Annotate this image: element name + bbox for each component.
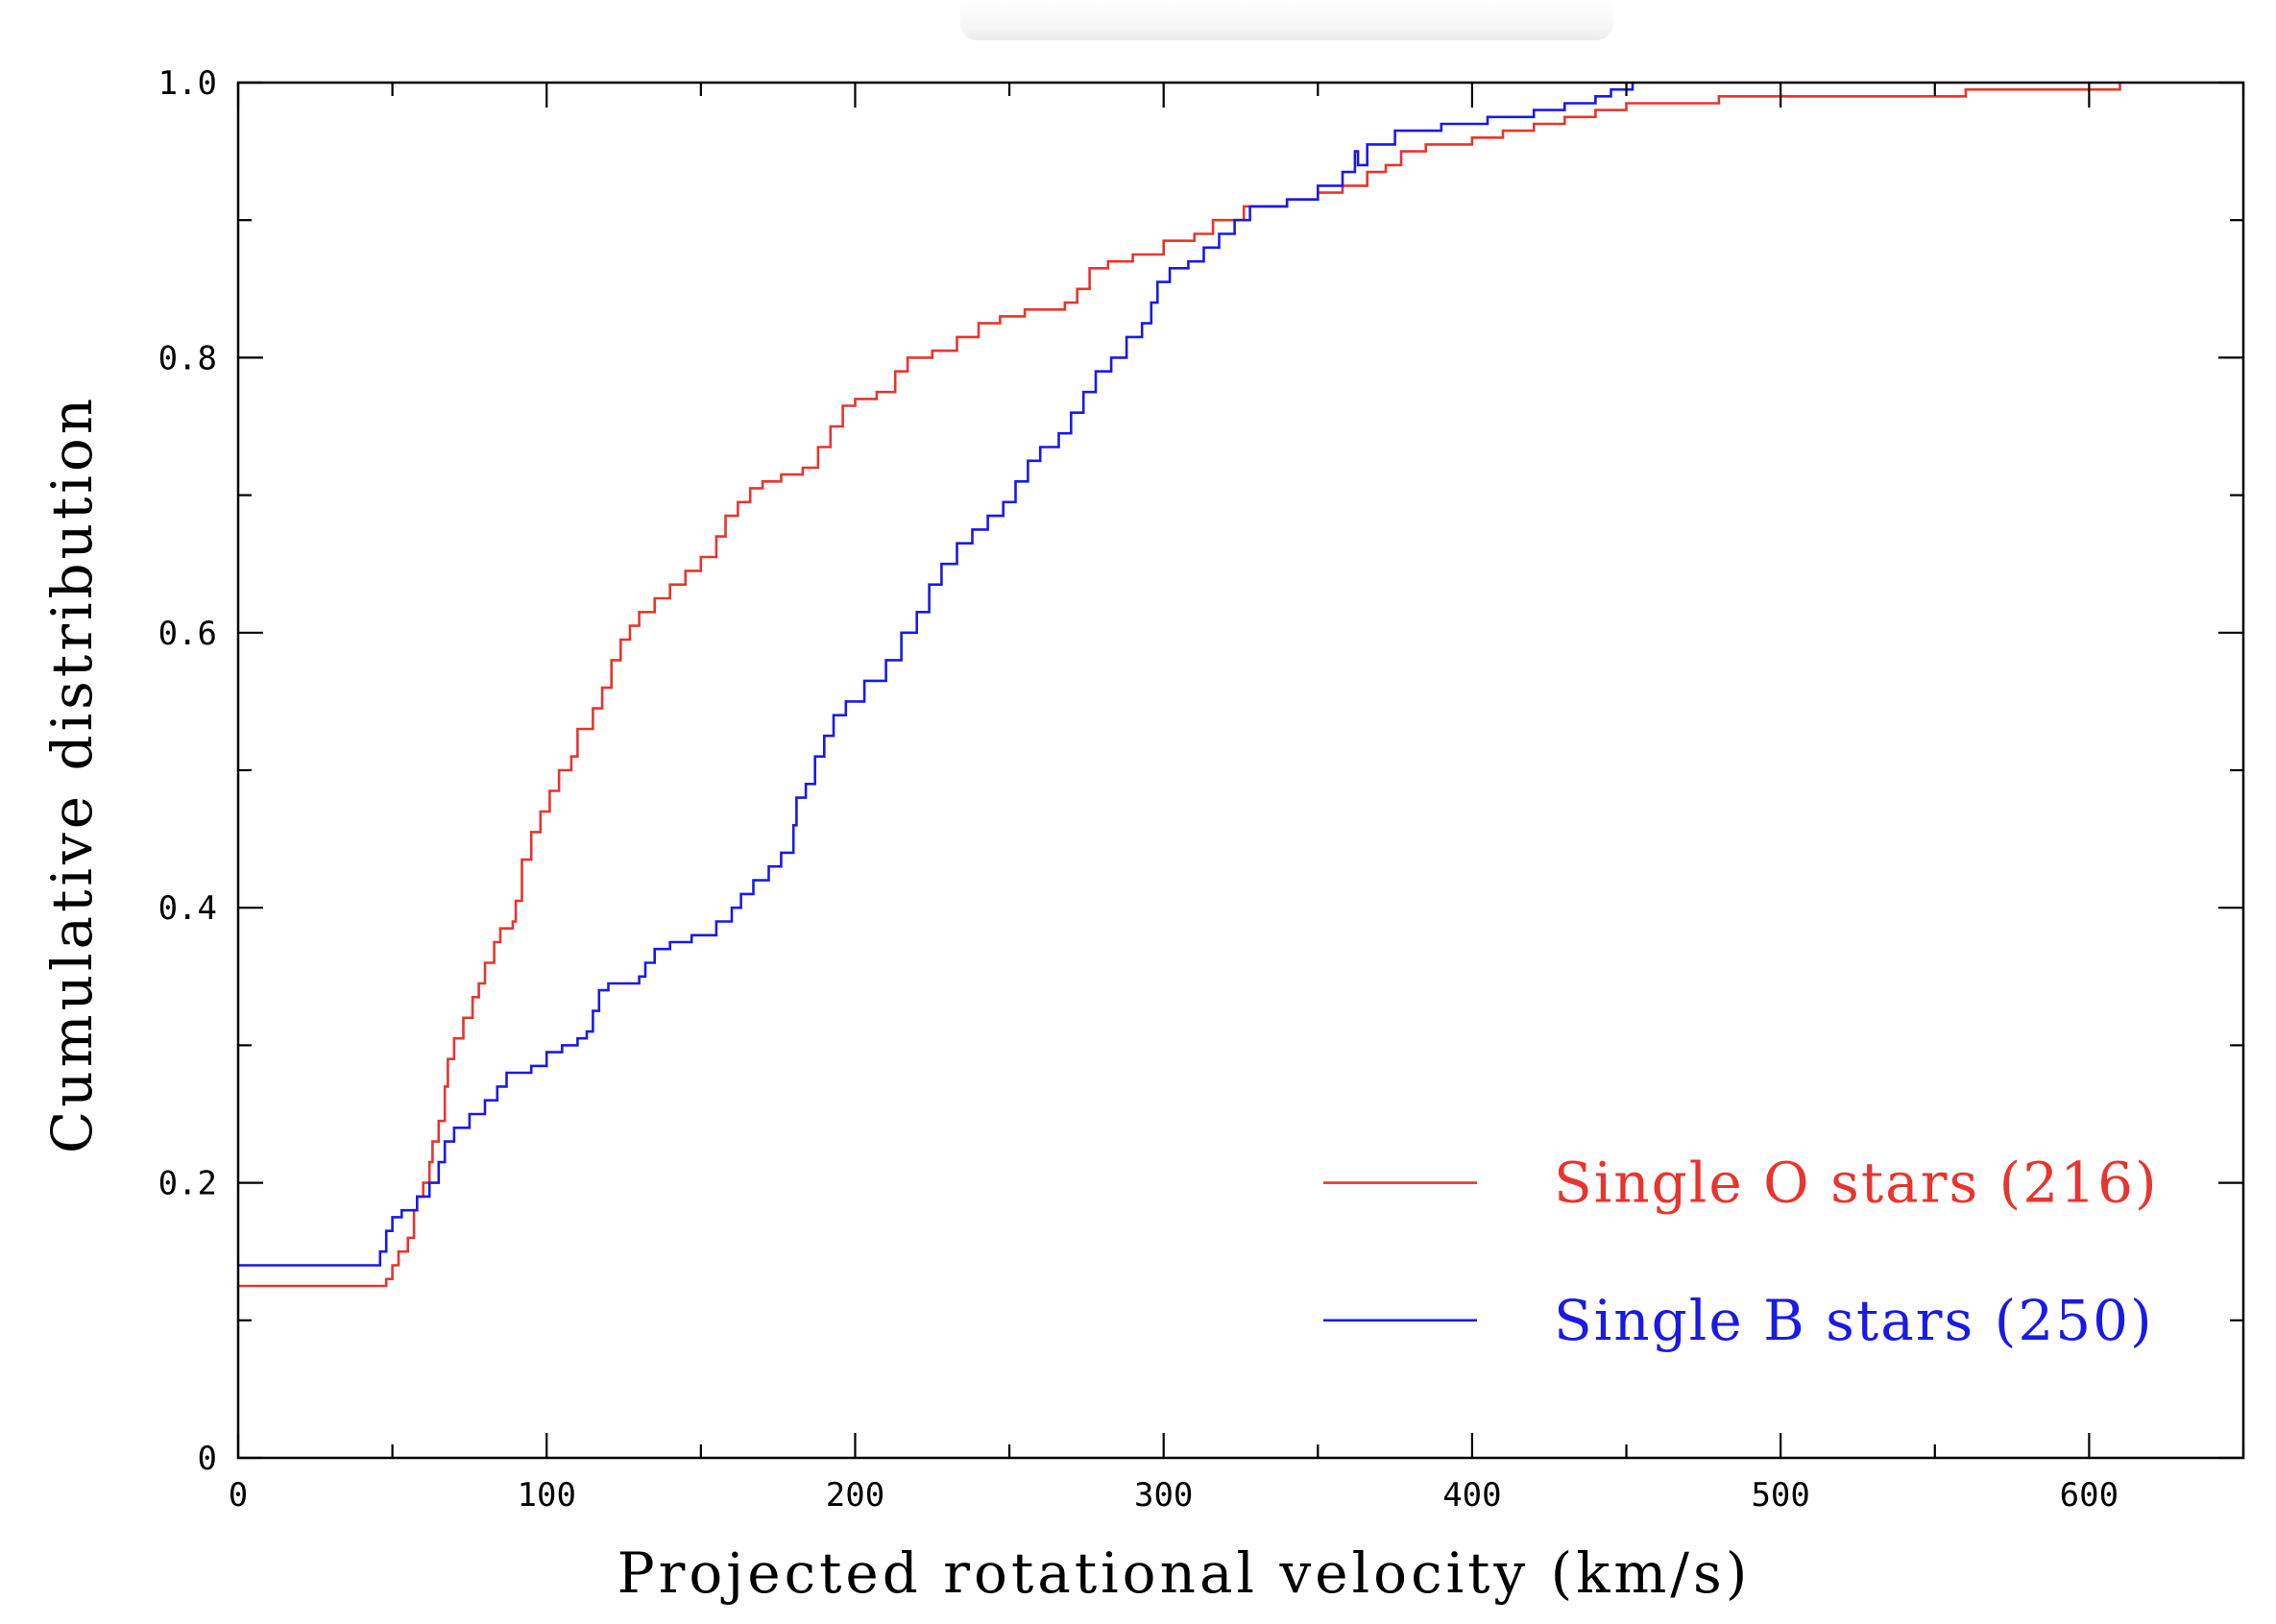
y-tick-label-1.0: 1.0 [158,64,217,103]
y-axis-title: Cumulative distribution [39,395,105,1153]
top-shading [960,0,1613,40]
x-tick-label-500: 500 [1751,1476,1809,1515]
x-tick-label-400: 400 [1442,1476,1501,1515]
y-tick-label-0.4: 0.4 [158,889,217,928]
series-line-single-b-stars [238,83,1634,1267]
axes-layer: 0 100 200 300 400 500 600 0 0.2 0.4 0.6 0.8 1.0 [158,64,2245,1515]
y-tick-label-0: 0 [198,1440,217,1478]
series-line-single-o-stars [238,83,2121,1288]
y-tick-label-0.2: 0.2 [158,1165,217,1203]
x-tick-label-200: 200 [826,1476,884,1515]
x-axis-title: Projected rotational velocity (km/s) [617,1540,1752,1606]
y-tick-label-0.8: 0.8 [158,339,217,377]
x-tick-label-600: 600 [2060,1476,2119,1515]
legend-label-single-o-stars: Single O stars (216) [1554,1151,2159,1216]
legend: Single O stars (216) Single B stars (250) [1323,1151,2159,1353]
x-tick-label-0: 0 [229,1476,248,1515]
y-tick-label-0.6: 0.6 [158,615,217,653]
plot-frame [236,81,2245,1460]
x-tick-label-300: 300 [1134,1476,1193,1515]
series-layer [238,83,2121,1288]
x-tick-label-100: 100 [518,1476,576,1515]
legend-label-single-b-stars: Single B stars (250) [1554,1288,2154,1353]
